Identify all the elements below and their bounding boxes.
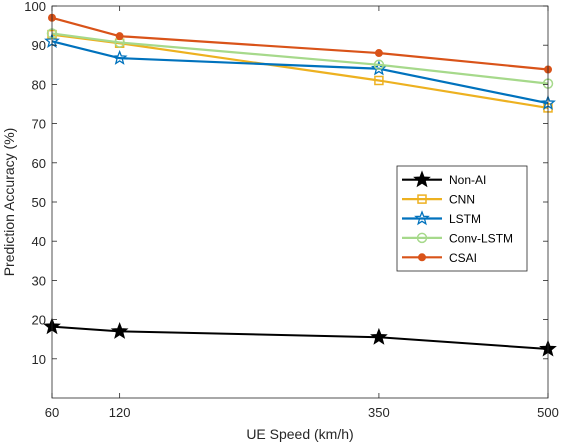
series-line [51, 40, 549, 105]
data-point [374, 75, 384, 86]
series-line [51, 16, 549, 71]
legend-marker [414, 210, 430, 226]
series-line [51, 32, 549, 85]
legend-label: Non-AI [449, 173, 486, 187]
y-tick-label: 20 [32, 313, 46, 328]
x-tick-label: 500 [537, 405, 559, 420]
data-point [370, 327, 388, 345]
series-line [51, 325, 549, 350]
series-csai [48, 13, 552, 74]
data-point [111, 49, 128, 65]
legend-item: CSAI [402, 251, 477, 265]
legend-item: LSTM [402, 210, 481, 226]
y-tick-label: 50 [32, 195, 46, 210]
x-tick-label: 350 [368, 405, 390, 420]
legend-marker [416, 232, 428, 244]
y-tick-label: 100 [24, 0, 46, 14]
legend-label: CSAI [449, 251, 477, 265]
data-point [374, 49, 383, 58]
legend-label: CNN [449, 193, 475, 207]
legend-item: Non-AI [402, 170, 486, 188]
data-point [373, 59, 385, 71]
x-tick-label: 120 [109, 405, 131, 420]
legend-marker [413, 170, 431, 188]
y-tick-label: 60 [32, 156, 46, 171]
axes-layer: 10 20 30 40 50 60 70 80 90 100 60 120 350 500 [24, 0, 559, 420]
legend-item: CNN [402, 193, 475, 207]
legend-marker [417, 194, 427, 204]
y-tick-label: 40 [32, 234, 46, 249]
y-tick-label: 10 [32, 352, 46, 367]
y-tick-label: 70 [32, 117, 46, 132]
legend: Non-AI CNN LSTM Conv-LSTM CSAI [396, 165, 528, 272]
legend-label: Conv-LSTM [449, 231, 513, 245]
data-point [110, 322, 129, 339]
x-axis-label: UE Speed (km/h) [246, 426, 353, 442]
legend-marker [418, 253, 426, 262]
y-tick-label: 90 [32, 38, 46, 53]
y-tick-label: 80 [32, 77, 46, 92]
y-tick-label: 30 [32, 273, 46, 288]
legend-item: Conv-LSTM [402, 231, 513, 245]
data-point [115, 32, 124, 41]
x-tick-label: 60 [45, 405, 59, 420]
legend-label: LSTM [449, 212, 481, 226]
y-axis-label: Prediction Accuracy (%) [1, 128, 17, 277]
